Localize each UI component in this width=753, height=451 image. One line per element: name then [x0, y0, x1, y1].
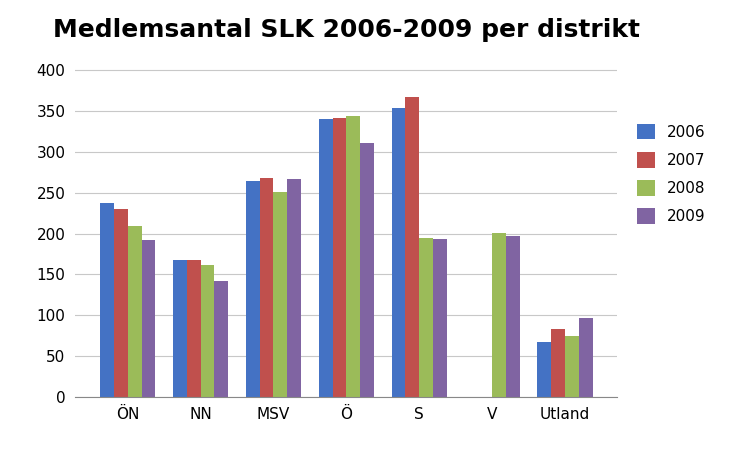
Bar [187, 260, 200, 397]
Bar [173, 260, 187, 397]
Bar [114, 209, 128, 397]
Bar [245, 180, 260, 397]
Bar [333, 118, 346, 397]
Bar [538, 342, 551, 397]
Bar [392, 108, 405, 397]
Bar [551, 329, 565, 397]
Bar [360, 143, 374, 397]
Bar [273, 192, 288, 397]
Bar [506, 236, 520, 397]
Bar [346, 116, 360, 397]
Title: Medlemsantal SLK 2006-2009 per distrikt: Medlemsantal SLK 2006-2009 per distrikt [53, 18, 640, 42]
Bar [288, 179, 301, 397]
Legend: 2006, 2007, 2008, 2009: 2006, 2007, 2008, 2009 [630, 118, 712, 230]
Bar [215, 281, 228, 397]
Bar [142, 240, 155, 397]
Bar [419, 238, 433, 397]
Bar [579, 318, 593, 397]
Bar [100, 203, 114, 397]
Bar [200, 266, 215, 397]
Bar [565, 336, 579, 397]
Bar [433, 239, 447, 397]
Bar [128, 226, 142, 397]
Bar [319, 120, 333, 397]
Bar [492, 233, 506, 397]
Bar [260, 178, 273, 397]
Bar [405, 97, 419, 397]
